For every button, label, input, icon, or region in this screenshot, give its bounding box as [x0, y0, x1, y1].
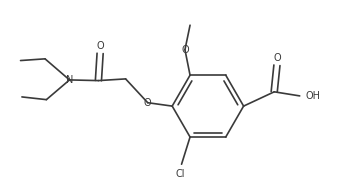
Text: Cl: Cl	[175, 169, 184, 179]
Text: O: O	[96, 41, 104, 51]
Text: OH: OH	[305, 91, 320, 101]
Text: O: O	[181, 45, 189, 55]
Text: N: N	[66, 75, 73, 85]
Text: O: O	[144, 98, 151, 108]
Text: O: O	[273, 53, 281, 63]
